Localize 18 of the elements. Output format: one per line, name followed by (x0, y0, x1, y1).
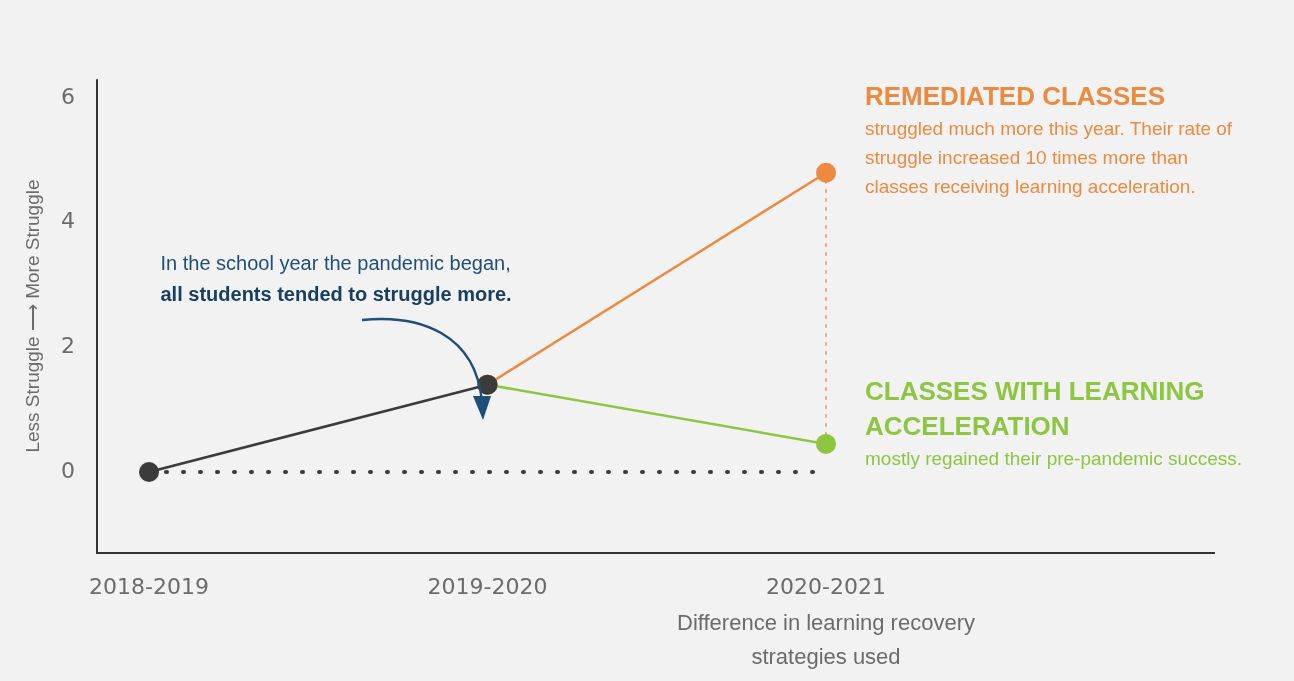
series-label: CLASSES WITH LEARNING ACCELERATION (865, 374, 1206, 443)
text: REMEDIATED CLASSES (865, 79, 1166, 113)
x-axis-title: Difference in learning recovery strategies used (676, 609, 976, 671)
x-tick-label: 2020-2021 (766, 573, 886, 599)
y-tick-label: 4 (61, 208, 75, 234)
y-tick-label: 6 (61, 83, 75, 109)
y-axis-title: Less Struggle ⟶ More Struggle (20, 179, 44, 453)
annotation: In the school year the pandemic began, (160, 251, 511, 274)
point (816, 162, 836, 183)
annotation: all students tended to struggle more. (160, 282, 512, 305)
y-tick-label: 0 (61, 457, 75, 483)
point (139, 461, 159, 482)
x-tick-label: 2019-2020 (427, 573, 548, 599)
annotation: mostly regained their pre-pandemic success. (865, 446, 1243, 471)
x-tick-label: 2018-2019 (89, 573, 209, 599)
point (816, 433, 836, 454)
y-tick-label: 2 (61, 332, 75, 358)
annotation: struggled much more this year. Their rate of struggle increased 10 times more than classes receiving learning acceleration. (865, 116, 1234, 199)
